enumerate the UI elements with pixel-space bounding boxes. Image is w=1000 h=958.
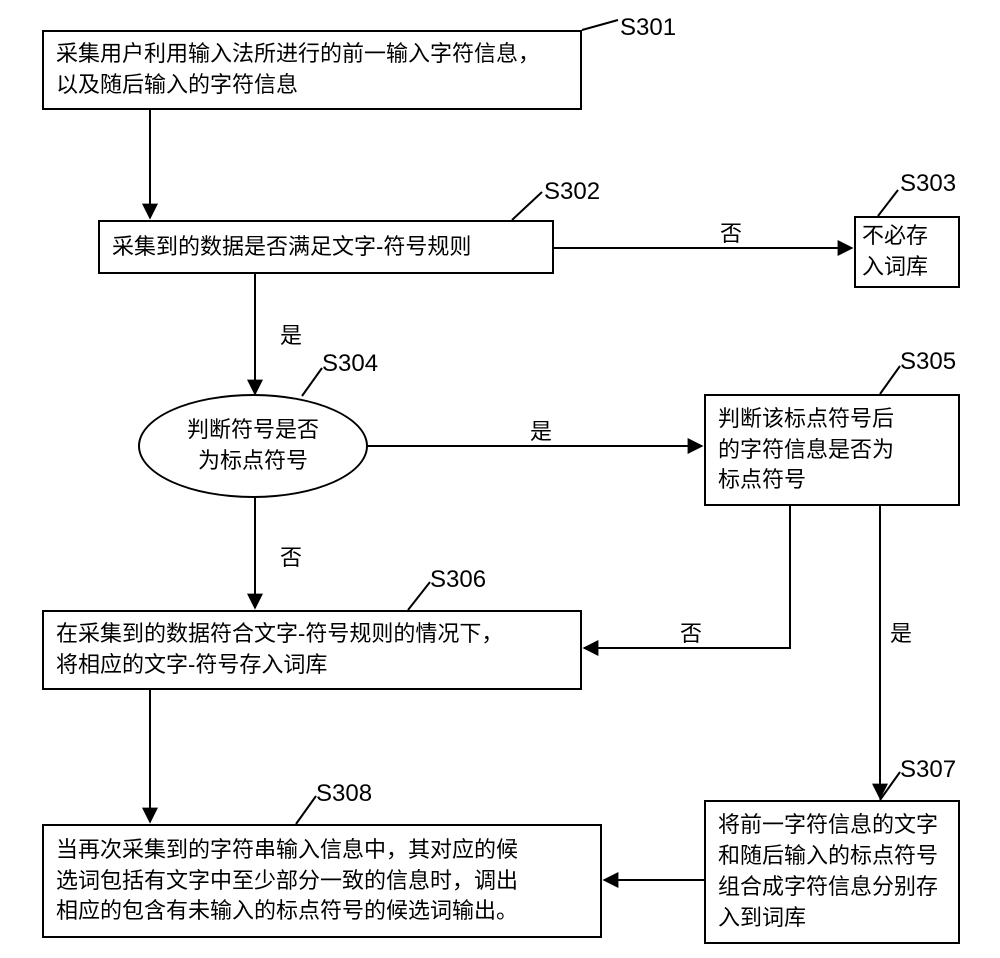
edge-label-s305-s306: 否 <box>680 616 702 648</box>
node-s307-text: 将前一字符信息的文字 和随后输入的标点符号 组合成字符信息分别存 入到词库 <box>718 810 938 933</box>
node-s304-text: 判断符号是否 为标点符号 <box>187 415 319 477</box>
label-s305: S305 <box>900 348 956 376</box>
label-s307: S307 <box>900 756 956 784</box>
label-s304: S304 <box>322 350 378 378</box>
node-s307: 将前一字符信息的文字 和随后输入的标点符号 组合成字符信息分别存 入到词库 <box>704 800 960 944</box>
label-s308: S308 <box>316 780 372 808</box>
node-s308: 当再次采集到的字符串输入信息中，其对应的候 选词包括有文字中至少部分一致的信息时… <box>42 824 602 938</box>
node-s301-text: 采集用户利用输入法所进行的前一输入字符信息， 以及随后输入的字符信息 <box>56 39 540 101</box>
node-s305: 判断该标点符号后 的字符信息是否为 标点符号 <box>704 394 960 506</box>
node-s304: 判断符号是否 为标点符号 <box>138 394 368 498</box>
node-s302: 采集到的数据是否满足文字-符号规则 <box>98 220 554 274</box>
label-s306: S306 <box>430 566 486 594</box>
label-s301: S301 <box>620 14 676 42</box>
edge-label-s302-s303: 否 <box>720 216 742 248</box>
node-s306: 在采集到的数据符合文字-符号规则的情况下， 将相应的文字-符号存入词库 <box>42 610 582 690</box>
edge-label-s304-s305: 是 <box>530 414 552 446</box>
edge-label-s304-s306: 否 <box>280 540 302 572</box>
edge-label-s305-s307: 是 <box>890 616 912 648</box>
node-s305-text: 判断该标点符号后 的字符信息是否为 标点符号 <box>718 404 894 496</box>
node-s301: 采集用户利用输入法所进行的前一输入字符信息， 以及随后输入的字符信息 <box>42 30 582 110</box>
edge-label-s302-s304: 是 <box>280 318 302 350</box>
node-s303: 不必存 入词库 <box>854 216 960 288</box>
node-s303-text: 不必存 入词库 <box>862 221 928 283</box>
label-s303: S303 <box>900 170 956 198</box>
node-s306-text: 在采集到的数据符合文字-符号规则的情况下， 将相应的文字-符号存入词库 <box>56 619 503 681</box>
node-s308-text: 当再次采集到的字符串输入信息中，其对应的候 选词包括有文字中至少部分一致的信息时… <box>56 835 518 927</box>
node-s302-text: 采集到的数据是否满足文字-符号规则 <box>112 232 471 263</box>
label-s302: S302 <box>544 178 600 206</box>
